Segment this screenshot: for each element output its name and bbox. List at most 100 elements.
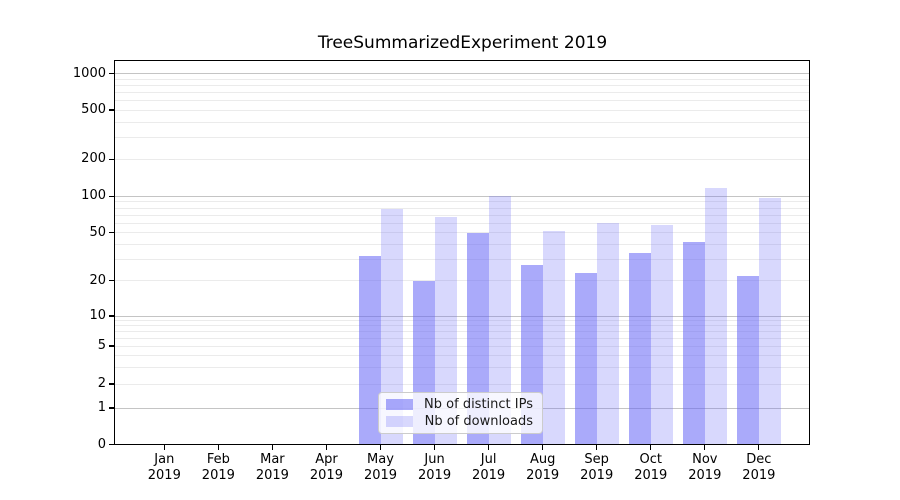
gridline-minor <box>115 258 809 260</box>
x-axis-tick-label: Oct 2019 <box>623 452 679 484</box>
bar-downloads <box>434 217 457 445</box>
x-axis-tick-label: Jun 2019 <box>407 452 463 484</box>
gridline-minor <box>115 354 809 356</box>
bar-distinct-ips <box>358 255 381 445</box>
gridline-minor <box>115 222 809 224</box>
y-axis-tick <box>109 158 114 160</box>
x-axis-tick-label: Jan 2019 <box>136 452 192 484</box>
gridline-minor <box>115 207 809 209</box>
chart-title: TreeSummarizedExperiment 2019 <box>317 33 608 53</box>
bar-downloads <box>758 197 781 445</box>
legend-row-downloads: Nb of downloads <box>386 414 535 429</box>
y-axis-tick <box>109 109 114 111</box>
gridline-minor <box>115 366 809 368</box>
y-axis-tick-label: 10 <box>89 308 106 323</box>
y-axis-tick-label: 100 <box>81 188 106 204</box>
bar-distinct-ips <box>736 275 759 445</box>
x-axis-tick-label: Dec 2019 <box>731 452 787 484</box>
gridline-minor <box>115 232 809 234</box>
gridline-minor <box>115 99 809 101</box>
bar-downloads <box>596 223 619 445</box>
y-axis-tick-label: 200 <box>81 151 106 167</box>
y-axis-tick-label: 1000 <box>72 65 106 81</box>
gridline-major <box>115 73 809 74</box>
gridline-minor <box>115 136 809 138</box>
y-axis-tick <box>109 345 114 347</box>
legend: Nb of distinct IPs Nb of downloads <box>378 392 543 434</box>
x-axis-tick-year: 2019 <box>309 468 343 483</box>
bar-downloads <box>380 209 403 445</box>
bar-downloads <box>650 224 673 445</box>
gridline-minor <box>115 325 809 327</box>
bar-downloads <box>704 187 727 445</box>
gridline-minor <box>115 84 809 86</box>
bar-distinct-ips <box>466 232 489 445</box>
x-axis-tick-year: 2019 <box>472 468 506 483</box>
x-axis-tick-year: 2019 <box>580 468 614 483</box>
x-axis-tick-label: Nov 2019 <box>677 452 733 484</box>
gridline-major <box>115 315 809 317</box>
gridline-minor <box>115 78 809 80</box>
y-axis-tick <box>109 195 114 197</box>
gridline-major <box>115 195 809 197</box>
x-axis-tick <box>433 444 436 450</box>
x-axis-tick-year: 2019 <box>526 468 560 483</box>
gridline-minor <box>115 109 809 111</box>
x-axis-tick <box>325 444 328 450</box>
x-axis-tick-year: 2019 <box>742 468 776 483</box>
legend-row-distinct-ips: Nb of distinct IPs <box>386 397 535 412</box>
y-axis-tick <box>109 279 114 282</box>
y-axis-tick-label: 5 <box>97 338 106 353</box>
x-axis-tick-label: Mar 2019 <box>244 452 300 484</box>
y-axis-tick <box>109 443 114 446</box>
gridline-minor <box>115 280 809 281</box>
x-axis-tick-year: 2019 <box>418 468 452 483</box>
legend-label-downloads: Nb of downloads <box>424 414 533 429</box>
plot-area-border <box>114 60 810 445</box>
y-axis-tick <box>109 72 114 75</box>
gridline-minor <box>115 214 809 216</box>
x-axis-tick <box>542 444 544 450</box>
bar-distinct-ips <box>682 241 705 445</box>
legend-label-distinct-ips: Nb of distinct IPs <box>424 397 533 412</box>
bar-downloads <box>542 230 565 445</box>
x-axis-tick-year: 2019 <box>255 468 289 483</box>
y-axis-tick-label: 1 <box>97 400 106 415</box>
gridline-minor <box>115 330 809 332</box>
y-axis-tick-label: 0 <box>97 436 106 452</box>
y-axis-tick <box>109 315 114 317</box>
x-axis-tick <box>704 444 706 450</box>
gridline-minor <box>115 201 809 203</box>
x-axis-tick-label: Aug 2019 <box>515 452 571 484</box>
x-axis-tick <box>217 444 219 450</box>
gridline-minor <box>115 383 809 385</box>
bar-distinct-ips <box>628 252 651 445</box>
x-axis-tick-label: Feb 2019 <box>190 452 246 484</box>
x-axis-tick <box>163 444 165 450</box>
y-axis-tick <box>109 232 114 234</box>
x-axis-tick <box>650 444 652 450</box>
gridline-minor <box>115 337 809 339</box>
y-axis-tick-label: 50 <box>89 224 106 240</box>
gridline-minor <box>115 243 809 245</box>
y-axis-tick <box>109 407 114 409</box>
y-axis-tick <box>109 383 114 385</box>
gridline-minor <box>115 320 809 322</box>
x-axis-tick-year: 2019 <box>363 468 398 483</box>
gridline-minor <box>115 91 809 93</box>
x-axis-tick <box>271 444 273 450</box>
bar-distinct-ips <box>574 273 597 445</box>
y-axis-tick-label: 2 <box>97 376 106 391</box>
x-axis-tick-label: Jul 2019 <box>461 452 517 484</box>
legend-swatch-distinct-ips <box>386 399 413 410</box>
x-axis-tick <box>758 444 760 450</box>
x-axis-tick-label: Apr 2019 <box>298 452 354 484</box>
x-axis-tick-year: 2019 <box>688 468 722 483</box>
x-axis-tick <box>379 444 382 450</box>
gridline-minor <box>115 345 809 347</box>
y-axis-tick-label: 20 <box>89 272 106 288</box>
x-axis-tick <box>488 444 490 450</box>
bar-downloads <box>488 196 511 445</box>
x-axis-tick-label: Sep 2019 <box>569 452 625 484</box>
